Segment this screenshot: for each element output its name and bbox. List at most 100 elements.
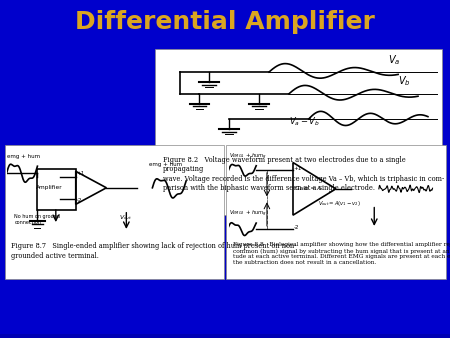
Bar [0,335,450,337]
Bar [0,336,450,338]
Bar [0,335,450,336]
Bar [0,336,450,337]
Bar [0,336,450,337]
Bar [0,336,450,338]
Text: Differential Amplifier: Differential Amplifier [75,10,375,34]
Bar [0,336,450,338]
Bar [0,335,450,337]
Bar [0,335,450,337]
Bar [0,335,450,337]
Bar [0,335,450,336]
Bar [0,336,450,337]
Bar [0,336,450,338]
Bar [0,336,450,338]
Text: Amplifier: Amplifier [36,185,63,190]
Bar [0,335,450,337]
Bar [0,335,450,336]
Bar [0,336,450,337]
Bar [0,336,450,337]
Bar [0,336,450,337]
Bar [0,336,450,337]
Bar [0,336,450,338]
Bar [0,335,450,336]
Bar [0,336,450,338]
Bar [0,336,450,337]
Bar [0,335,450,336]
Bar [0,336,450,338]
Bar [0,335,450,337]
Bar [0,335,450,337]
Bar [0,335,450,337]
Text: Figure 8.2   Voltage waveform present at two electrodes due to a single propagat: Figure 8.2 Voltage waveform present at t… [163,156,445,192]
Bar [0,335,450,336]
Bar [0,336,450,337]
Text: Figure 8.8   Biological amplifier showing how the differential amplifier rejects: Figure 8.8 Biological amplifier showing … [233,242,450,265]
Bar [0,335,450,337]
Bar [0,335,450,337]
Bar [0,336,450,337]
Bar [0,335,450,337]
Bar [0,335,450,337]
Bar [0,335,450,337]
Bar [0,336,450,338]
Bar [0,335,450,337]
Bar [0,335,450,337]
Bar [0,336,450,338]
Bar [0,336,450,338]
Bar [0,336,450,338]
Bar [0,336,450,337]
Bar [0,336,450,338]
Bar [0,335,450,337]
Bar [0,335,450,337]
Bar [0,336,450,337]
Bar [0,336,450,338]
Bar [0,336,450,338]
Bar [0,335,450,337]
Text: emg + hum: emg + hum [7,154,40,159]
Bar [0,336,450,338]
Bar [0,336,450,338]
Bar [0,336,450,338]
Bar [0,336,450,338]
Bar [0,335,450,337]
Text: $V_a - V_b$: $V_a - V_b$ [289,115,320,128]
Bar [0,336,450,337]
Text: $V_b$: $V_b$ [398,74,411,88]
Bar [0,335,450,337]
Bar [0,335,450,336]
Bar [226,145,446,279]
Bar [0,335,450,336]
Bar [0,336,450,337]
Text: $V_{out}$: $V_{out}$ [119,214,132,222]
Bar [0,336,450,337]
Bar [0,335,450,336]
Bar [0,336,450,338]
Bar [155,49,442,215]
Bar [0,335,450,337]
Bar [0,336,450,337]
Bar [0,335,450,337]
Bar [0,335,450,336]
Bar [0,336,450,337]
Bar [0,335,450,337]
Bar [0,336,450,337]
Bar [0,335,450,337]
Bar [0,336,450,338]
Bar [0,336,450,337]
Bar [0,335,450,337]
Bar [0,335,450,337]
Bar [0,335,450,337]
Bar [0,336,450,338]
Bar [0,335,450,337]
Bar [0,335,450,337]
Bar [0,335,450,336]
Bar [0,336,450,337]
Bar [0,335,450,337]
Bar [0,336,450,337]
Bar [0,335,450,337]
Bar [0,336,450,337]
Bar [0,336,450,337]
Bar [0,335,450,337]
Text: +1: +1 [76,171,85,176]
Bar [0,335,450,337]
